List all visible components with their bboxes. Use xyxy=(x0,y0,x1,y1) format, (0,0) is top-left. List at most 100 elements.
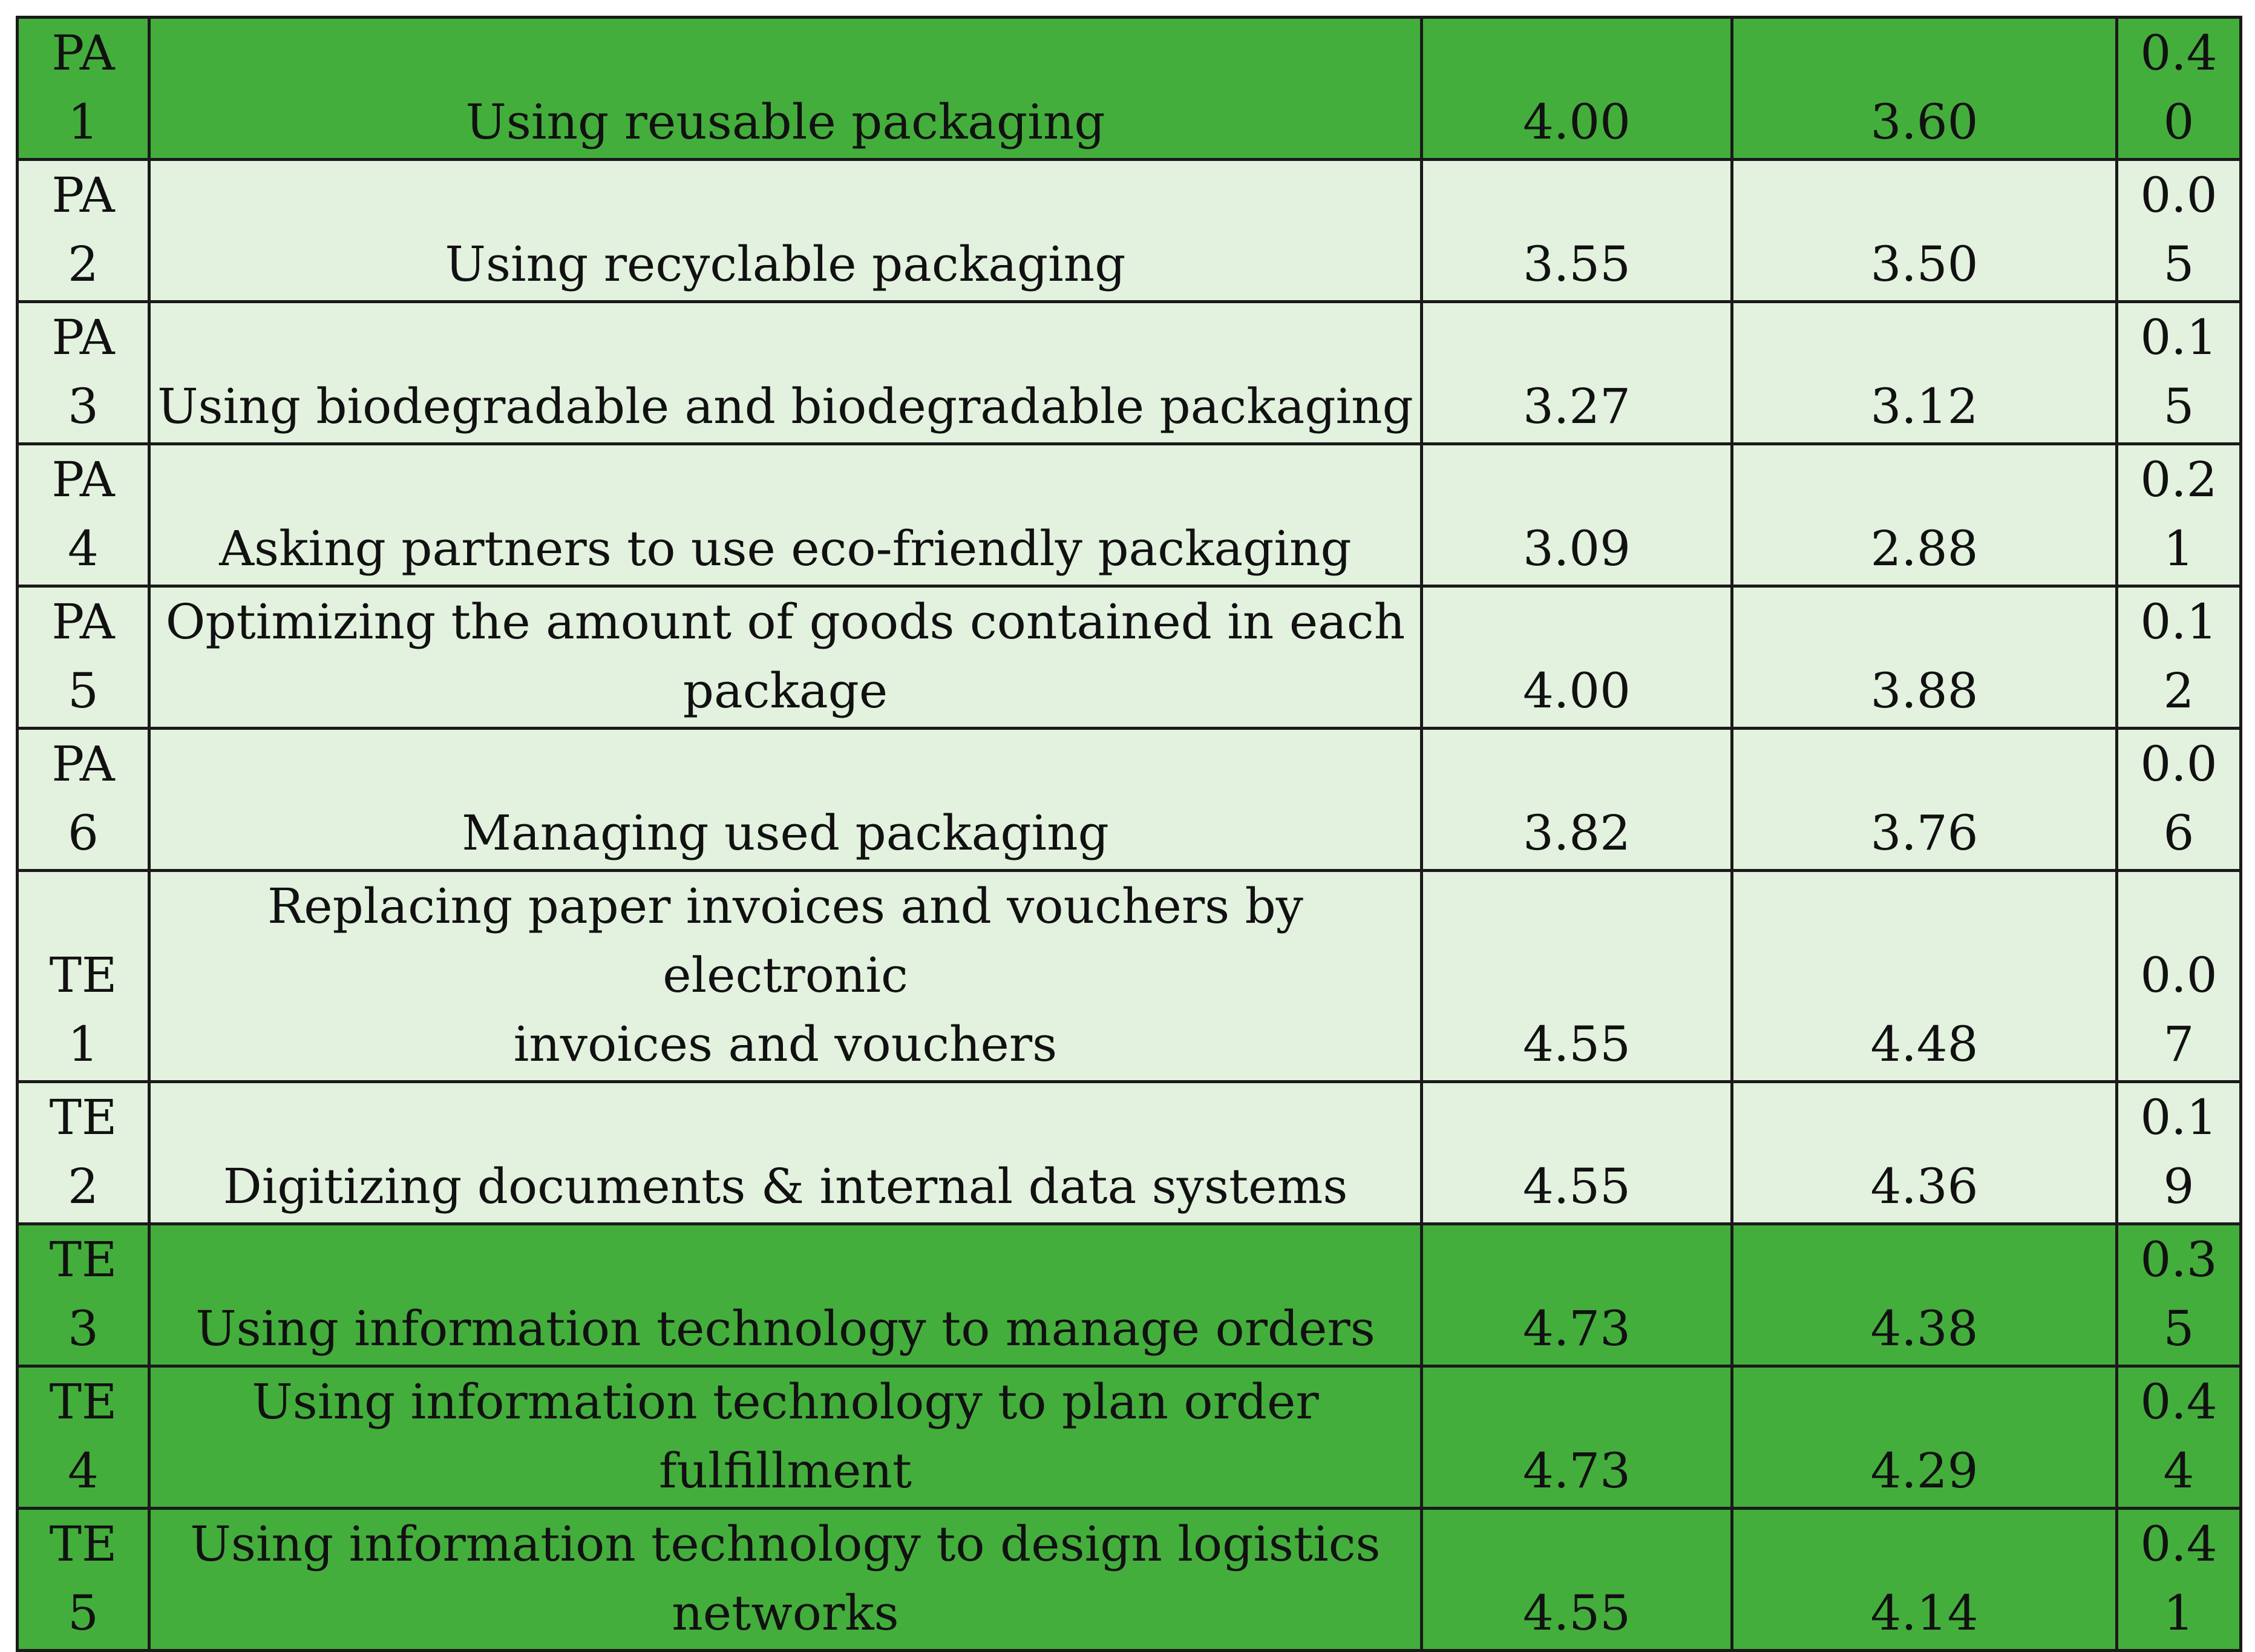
difference-cell-line: 2 xyxy=(2163,663,2194,719)
value-b-cell: 4.29 xyxy=(1730,1365,2118,1510)
table-row: PA 3 Using biodegradable and biodegradable… xyxy=(16,300,2242,445)
item-description-cell-line: networks xyxy=(672,1585,899,1641)
item-code-cell-line: PA xyxy=(51,25,115,81)
table-row: TE 1 Replacing paper invoices and vouchers… xyxy=(16,869,2242,1083)
item-description-cell-line: Asking partners to use eco-friendly pack… xyxy=(219,520,1352,577)
item-description-cell-line: Using information technology to manage o… xyxy=(195,1300,1375,1357)
item-description-cell: Managing used packaging xyxy=(148,727,1423,872)
value-b-cell: 4.38 xyxy=(1730,1222,2118,1368)
item-description-cell: Using recyclable packaging xyxy=(148,158,1423,303)
difference-cell: 0.0 7 xyxy=(2115,869,2242,1083)
difference-cell-line: 0.1 xyxy=(2140,309,2217,365)
value-a-cell: 3.55 xyxy=(1420,158,1733,303)
difference-cell-line: 4 xyxy=(2163,1443,2194,1499)
difference-cell: 0.0 5 xyxy=(2115,158,2242,303)
item-code-cell-line: 1 xyxy=(68,1016,99,1072)
item-code-cell-line: 3 xyxy=(68,1300,99,1357)
difference-cell: 0.2 1 xyxy=(2115,442,2242,588)
difference-cell: 0.4 4 xyxy=(2115,1365,2242,1510)
difference-cell-line: 0.2 xyxy=(2140,451,2217,508)
item-code-cell-line: TE xyxy=(49,1231,117,1288)
difference-cell-line: 6 xyxy=(2163,805,2194,861)
item-description-cell: Digitizing documents & internal data sys… xyxy=(148,1080,1423,1225)
difference-cell-line: 0.4 xyxy=(2140,1516,2217,1572)
table-row: PA 2 Using recyclable packaging 3.55 3.50 0.0… xyxy=(16,158,2242,303)
value-b-cell: 4.48 xyxy=(1730,869,2118,1083)
item-description-cell: Replacing paper invoices and vouchers by… xyxy=(148,869,1423,1083)
difference-cell-line: 0.1 xyxy=(2140,1089,2217,1146)
value-b-cell: 3.50 xyxy=(1730,158,2118,303)
value-a-cell: 4.55 xyxy=(1420,1507,1733,1652)
table-row: TE 3 Using information technology to manag… xyxy=(16,1222,2242,1368)
item-description-cell: Using biodegradable and biodegradable pa… xyxy=(148,300,1423,445)
item-code-cell: PA 1 xyxy=(16,16,151,161)
table-row: PA 1 Using reusable packaging 4.00 3.60 0.4 0 xyxy=(16,16,2242,161)
item-description-cell-line: fulfillment xyxy=(658,1443,912,1499)
value-a-cell: 3.09 xyxy=(1420,442,1733,588)
item-code-cell-line: PA xyxy=(51,167,115,223)
item-code-cell: PA 2 xyxy=(16,158,151,303)
item-code-cell-line: PA xyxy=(51,451,115,508)
value-a-cell: 4.00 xyxy=(1420,585,1733,730)
data-table: PA 1 Using reusable packaging 4.00 3.60 0.4 0 P… xyxy=(16,16,2242,1652)
item-code-cell: PA 4 xyxy=(16,442,151,588)
difference-cell-line: 7 xyxy=(2163,1016,2194,1072)
item-description-cell-line: package xyxy=(682,663,888,719)
item-code-cell-line: TE xyxy=(49,1089,117,1146)
item-code-cell-line: PA xyxy=(51,309,115,365)
item-description-cell-line: Optimizing the amount of goods contained… xyxy=(165,594,1406,650)
item-code-cell: PA 3 xyxy=(16,300,151,445)
value-b-cell: 4.36 xyxy=(1730,1080,2118,1225)
difference-cell-line: 0 xyxy=(2163,94,2194,150)
item-code-cell: PA 6 xyxy=(16,727,151,872)
difference-cell: 0.4 1 xyxy=(2115,1507,2242,1652)
item-description-cell-line: Replacing paper invoices and vouchers by… xyxy=(267,878,1303,1003)
difference-cell-line: 9 xyxy=(2163,1158,2194,1214)
item-description-cell-line: Using biodegradable and biodegradable pa… xyxy=(157,378,1413,434)
table-row: TE 2 Digitizing documents & internal data … xyxy=(16,1080,2242,1225)
item-description-cell-line: Using reusable packaging xyxy=(465,94,1105,150)
item-description-cell-line: Using recyclable packaging xyxy=(445,236,1126,292)
value-a-cell: 4.55 xyxy=(1420,869,1733,1083)
table-row: PA 4 Asking partners to use eco-friendly p… xyxy=(16,442,2242,588)
difference-cell: 0.1 2 xyxy=(2115,585,2242,730)
difference-cell-line: 5 xyxy=(2163,1300,2194,1357)
item-code-cell-line: 6 xyxy=(68,805,99,861)
value-a-cell: 3.27 xyxy=(1420,300,1733,445)
item-description-cell-line: Using information technology to plan ord… xyxy=(252,1374,1319,1430)
item-description-cell: Using information technology to plan ord… xyxy=(148,1365,1423,1510)
item-description-cell: Using information technology to manage o… xyxy=(148,1222,1423,1368)
item-code-cell-line: TE xyxy=(49,1516,117,1572)
difference-cell-line: 5 xyxy=(2163,378,2194,434)
item-code-cell-line: TE xyxy=(49,1374,117,1430)
value-b-cell: 3.12 xyxy=(1730,300,2118,445)
table-row: TE 5 Using information technology to desig… xyxy=(16,1507,2242,1652)
value-a-cell: 4.73 xyxy=(1420,1222,1733,1368)
item-code-cell: TE 2 xyxy=(16,1080,151,1225)
item-code-cell-line: 1 xyxy=(68,94,99,150)
item-code-cell-line: PA xyxy=(51,736,115,792)
value-a-cell: 4.55 xyxy=(1420,1080,1733,1225)
difference-cell-line: 0.1 xyxy=(2140,594,2217,650)
difference-cell: 0.0 6 xyxy=(2115,727,2242,872)
table-row: PA 6 Managing used packaging 3.82 3.76 0.0 6 xyxy=(16,727,2242,872)
item-code-cell-line: 2 xyxy=(68,1158,99,1214)
item-code-cell-line: PA xyxy=(51,594,115,650)
value-a-cell: 4.73 xyxy=(1420,1365,1733,1510)
item-description-cell: Using information technology to design l… xyxy=(148,1507,1423,1652)
difference-cell-line: 0.0 xyxy=(2140,947,2217,1003)
item-code-cell-line: 2 xyxy=(68,236,99,292)
difference-cell: 0.4 0 xyxy=(2115,16,2242,161)
value-b-cell: 2.88 xyxy=(1730,442,2118,588)
table-body: PA 1 Using reusable packaging 4.00 3.60 0.4 0 P… xyxy=(16,16,2242,1652)
table-row: TE 4 Using information technology to plan … xyxy=(16,1365,2242,1510)
item-code-cell: TE 3 xyxy=(16,1222,151,1368)
item-code-cell-line: 4 xyxy=(68,520,99,577)
item-description-cell-line: Using information technology to design l… xyxy=(190,1516,1381,1572)
difference-cell-line: 0.0 xyxy=(2140,736,2217,792)
item-code-cell-line: TE xyxy=(49,947,117,1003)
item-code-cell: TE 4 xyxy=(16,1365,151,1510)
value-b-cell: 4.14 xyxy=(1730,1507,2118,1652)
difference-cell-line: 0.4 xyxy=(2140,1374,2217,1430)
item-description-cell: Asking partners to use eco-friendly pack… xyxy=(148,442,1423,588)
